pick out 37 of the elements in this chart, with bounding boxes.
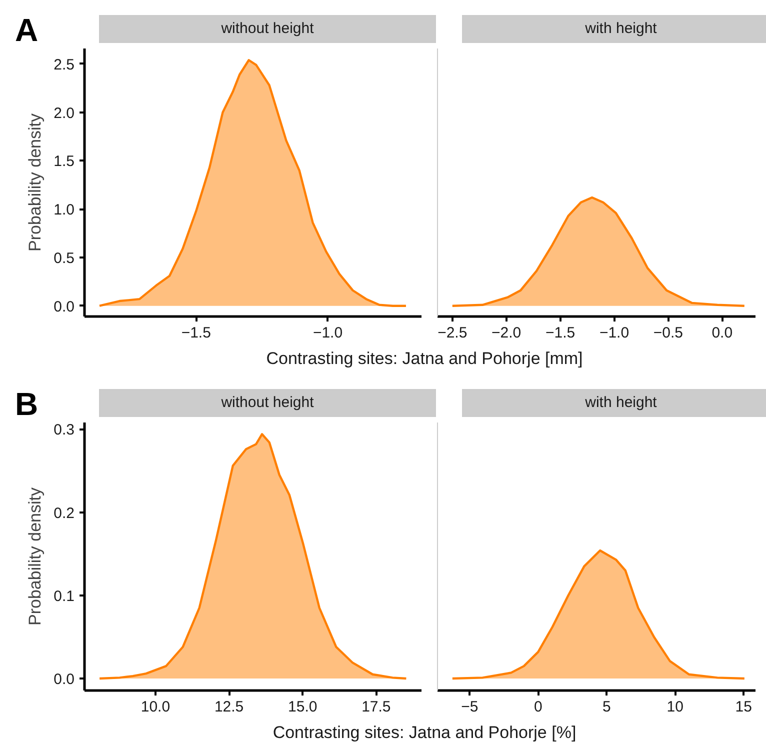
x-tick-label: −2.5: [438, 324, 468, 342]
chart-title: without height: [221, 19, 314, 39]
x-tick-label: 15: [735, 698, 752, 716]
text: A: [15, 12, 38, 48]
x-tick-label: −1.5: [181, 324, 211, 342]
x-tick-label: 15.0: [288, 698, 318, 716]
x-tick-label: −1.0: [312, 324, 343, 342]
x-tick-label: 17.5: [362, 698, 391, 716]
y-tick-label: 0.5: [54, 250, 75, 267]
x-tick-label: 0: [534, 698, 542, 716]
y-tick-label: 1.5: [54, 153, 75, 170]
x-tick-label: 10: [666, 698, 684, 716]
y-tick-label: 2.5: [54, 56, 75, 74]
y-tick-label: 0.2: [54, 504, 75, 522]
x-tick-label: −1.0: [599, 324, 630, 342]
y-tick-label: 0.0: [54, 298, 75, 316]
x-tick-label: 12.5: [214, 698, 244, 716]
y-tick-label: 0.1: [54, 588, 75, 605]
x-tick-label: 10.0: [140, 698, 170, 716]
x-tick-label: −5: [461, 698, 478, 716]
x-axis-title: Contrasting sites: Jatna and Pohorje [%]: [272, 722, 576, 744]
y-axis-title: Probability density: [26, 487, 45, 626]
x-tick-label: 5: [602, 698, 611, 716]
x-tick-label: 0.0: [712, 324, 733, 342]
y-tick-label: 1.0: [54, 202, 75, 219]
x-axis-title: Contrasting sites: Jatna and Pohorje [mm]: [266, 348, 583, 370]
x-tick-label: −1.5: [545, 324, 576, 342]
y-tick-label: 2.0: [54, 104, 75, 122]
text: B: [15, 386, 38, 422]
chart-title: with height: [585, 19, 657, 39]
y-tick-label: 0.0: [54, 671, 75, 688]
chart-title: with height: [585, 393, 657, 413]
y-tick-label: 0.3: [54, 422, 75, 439]
x-tick-label: −2.0: [492, 324, 522, 342]
y-axis-title: Probability density: [26, 113, 45, 252]
chart-title: without height: [221, 393, 314, 413]
x-tick-label: −0.5: [653, 324, 684, 342]
